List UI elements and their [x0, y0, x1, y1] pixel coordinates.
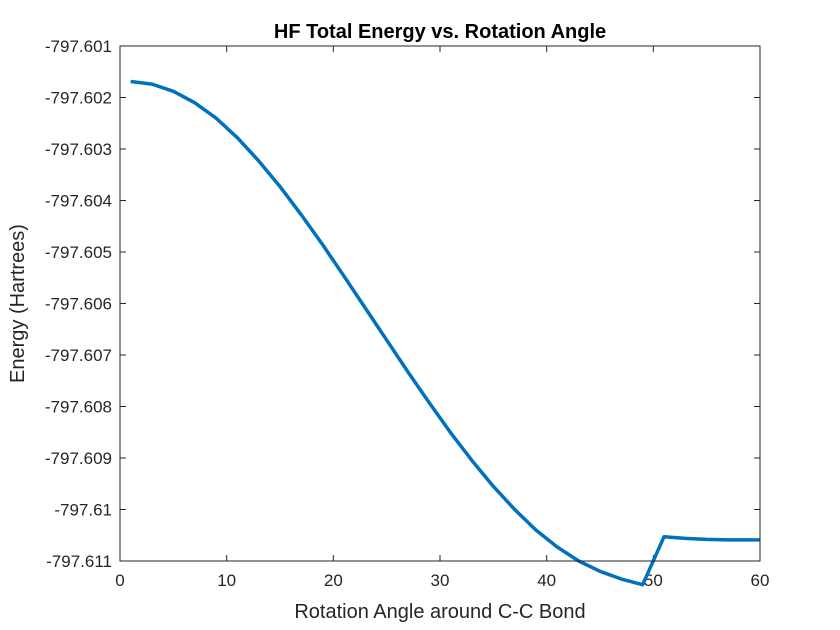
- plot-area: [120, 46, 760, 561]
- x-tick-label: 0: [115, 571, 124, 590]
- y-tick-label: -797.608: [45, 398, 112, 417]
- axes-box: [119, 45, 761, 562]
- y-tick-label: -797.605: [45, 243, 112, 262]
- tick-labels-layer: 0 10 20 30 40 50 60 -797.601 -797.602 -797.603 -79…: [45, 37, 770, 590]
- x-tick-label: 20: [324, 571, 343, 590]
- y-tick-label: -797.602: [45, 89, 112, 108]
- y-tick-label: -797.604: [45, 192, 112, 211]
- energy-series-line: [130, 79, 760, 587]
- x-tick-label: 30: [431, 571, 450, 590]
- y-tick-label: -797.611: [46, 552, 112, 571]
- x-tick-label: 40: [537, 571, 556, 590]
- y-tick-label: -797.607: [45, 346, 112, 365]
- y-tick-label: -797.61: [54, 501, 112, 520]
- y-tick-label: -797.601: [45, 37, 112, 56]
- x-axis-label: Rotation Angle around C-C Bond: [294, 601, 585, 623]
- x-tick-label: 10: [217, 571, 236, 590]
- y-tick-label: -797.603: [45, 140, 112, 159]
- y-tick-label: -797.606: [45, 295, 112, 314]
- x-tick-label: 50: [644, 571, 663, 590]
- series-layer: [130, 79, 760, 587]
- x-tick-label: 60: [751, 571, 770, 590]
- chart-title: HF Total Energy vs. Rotation Angle: [274, 21, 606, 43]
- y-axis-label: Energy (Hartrees): [7, 224, 29, 383]
- y-tick-label: -797.609: [45, 449, 112, 468]
